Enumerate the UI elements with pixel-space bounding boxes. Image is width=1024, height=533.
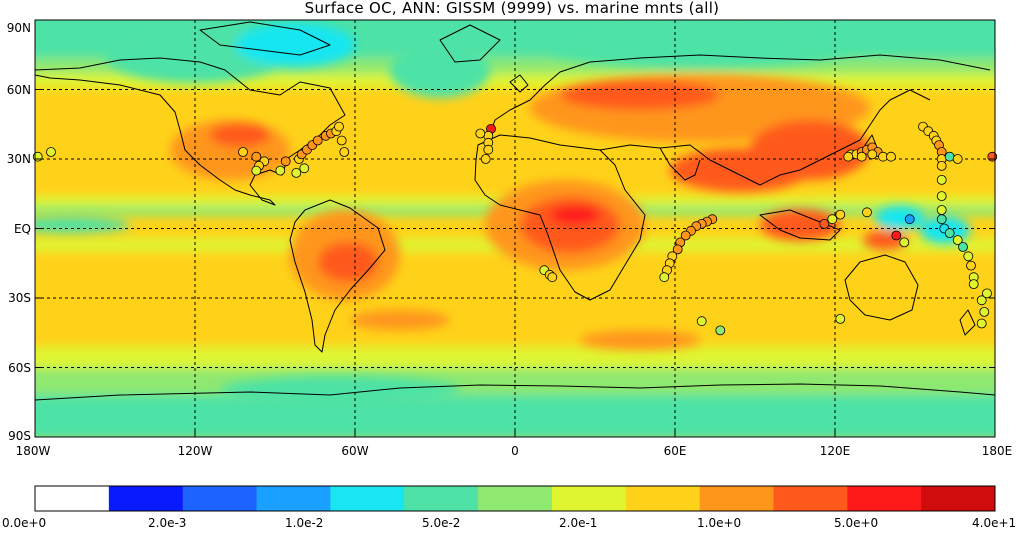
observation-marker bbox=[238, 147, 248, 157]
observation-marker bbox=[251, 165, 262, 176]
lat-label-90n: 90N bbox=[7, 21, 31, 35]
colorbar-tick-label: 1.0e-2 bbox=[285, 516, 324, 530]
lon-label-0: 0 bbox=[511, 444, 519, 458]
observation-marker bbox=[696, 316, 707, 327]
observation-marker bbox=[480, 154, 491, 164]
observation-marker bbox=[899, 237, 910, 248]
colorbar-swatch bbox=[478, 486, 553, 511]
observation-marker bbox=[944, 228, 955, 239]
colorbar-tick-label: 2.0e-1 bbox=[559, 516, 598, 530]
lat-label-eq: EQ bbox=[14, 222, 31, 236]
colorbar-swatch bbox=[108, 486, 184, 511]
lat-label-60s: 60S bbox=[8, 361, 31, 375]
lon-label-120e: 120E bbox=[820, 444, 851, 458]
lon-label-60w: 60W bbox=[341, 444, 368, 458]
observation-marker bbox=[715, 325, 726, 336]
observation-marker bbox=[904, 214, 915, 225]
colorbar-swatch bbox=[625, 486, 701, 511]
concentration-field bbox=[35, 20, 995, 437]
colorbar-tick-label: 4.0e+1 bbox=[972, 516, 1017, 530]
colorbar-tick-label: 5.0e+0 bbox=[834, 516, 879, 530]
observation-marker bbox=[659, 272, 670, 283]
observation-markers bbox=[32, 121, 998, 336]
colorbar-tick-label: 0.0e+0 bbox=[2, 516, 47, 530]
axis-ticks bbox=[35, 89, 995, 437]
colorbar-swatch bbox=[182, 486, 258, 511]
lat-label-90s: 90S bbox=[8, 429, 31, 443]
colorbar bbox=[34, 485, 996, 512]
lon-label-120w: 120W bbox=[178, 444, 213, 458]
observation-marker bbox=[936, 174, 947, 185]
colorbar-swatch bbox=[330, 486, 405, 511]
observation-marker bbox=[936, 160, 947, 171]
colorbar-swatch bbox=[404, 486, 479, 511]
observation-marker bbox=[944, 151, 955, 162]
lon-label-60e: 60E bbox=[664, 444, 687, 458]
observation-marker bbox=[958, 242, 968, 252]
observation-marker bbox=[680, 230, 691, 241]
lon-label-180e: 180E bbox=[982, 444, 1013, 458]
lat-label-60n: 60N bbox=[7, 83, 31, 97]
colorbar-swatch bbox=[699, 486, 774, 511]
observation-marker bbox=[867, 149, 878, 160]
observation-marker bbox=[976, 318, 987, 329]
observation-marker bbox=[299, 163, 310, 174]
colorbar-tick-label: 1.0e+0 bbox=[697, 516, 742, 530]
observation-marker bbox=[936, 214, 947, 225]
colorbar-tick-label: 2.0e-3 bbox=[148, 516, 187, 530]
observation-marker bbox=[251, 151, 262, 162]
observation-marker bbox=[291, 167, 302, 178]
lon-label-180w: 180W bbox=[16, 444, 51, 458]
observation-marker bbox=[835, 209, 846, 220]
observation-marker bbox=[483, 144, 494, 155]
observation-marker bbox=[886, 151, 896, 162]
colorbar-swatch bbox=[35, 486, 110, 511]
lat-label-30n: 30N bbox=[7, 152, 31, 166]
observation-marker bbox=[547, 272, 558, 283]
colorbar-tick-label: 5.0e-2 bbox=[422, 516, 461, 530]
observation-marker bbox=[312, 135, 323, 146]
colorbar-frame bbox=[34, 485, 996, 512]
colorbar-swatch bbox=[551, 486, 627, 511]
observation-marker bbox=[843, 151, 854, 162]
observation-marker bbox=[827, 214, 838, 225]
graticule bbox=[35, 20, 995, 437]
colorbar-swatch bbox=[773, 486, 848, 511]
observation-marker bbox=[968, 279, 979, 290]
observation-marker bbox=[672, 244, 683, 255]
observation-marker bbox=[952, 235, 963, 246]
colorbar-swatch bbox=[847, 486, 922, 511]
colorbar-swatch bbox=[256, 486, 331, 511]
observation-marker bbox=[966, 260, 976, 271]
observation-marker bbox=[936, 205, 947, 215]
map-title: Surface OC, ANN: GISSM (9999) vs. marine… bbox=[304, 0, 720, 17]
observation-marker bbox=[982, 288, 992, 299]
observation-marker bbox=[280, 156, 291, 167]
observation-marker bbox=[334, 121, 344, 132]
observation-marker bbox=[952, 154, 963, 164]
lat-label-30s: 30S bbox=[8, 291, 31, 305]
observation-marker bbox=[339, 147, 350, 157]
observation-marker bbox=[862, 207, 872, 218]
observation-marker bbox=[475, 128, 486, 139]
observation-marker bbox=[46, 147, 56, 157]
observation-marker bbox=[963, 251, 974, 262]
observation-marker bbox=[856, 151, 867, 162]
observation-marker bbox=[891, 230, 902, 241]
observation-marker bbox=[835, 313, 846, 324]
observation-marker bbox=[936, 191, 947, 202]
observation-marker bbox=[979, 306, 990, 317]
observation-marker bbox=[819, 218, 830, 229]
observation-marker bbox=[336, 135, 347, 146]
observation-marker bbox=[275, 165, 286, 176]
observation-marker bbox=[976, 295, 987, 306]
colorbar-swatch bbox=[921, 486, 996, 511]
